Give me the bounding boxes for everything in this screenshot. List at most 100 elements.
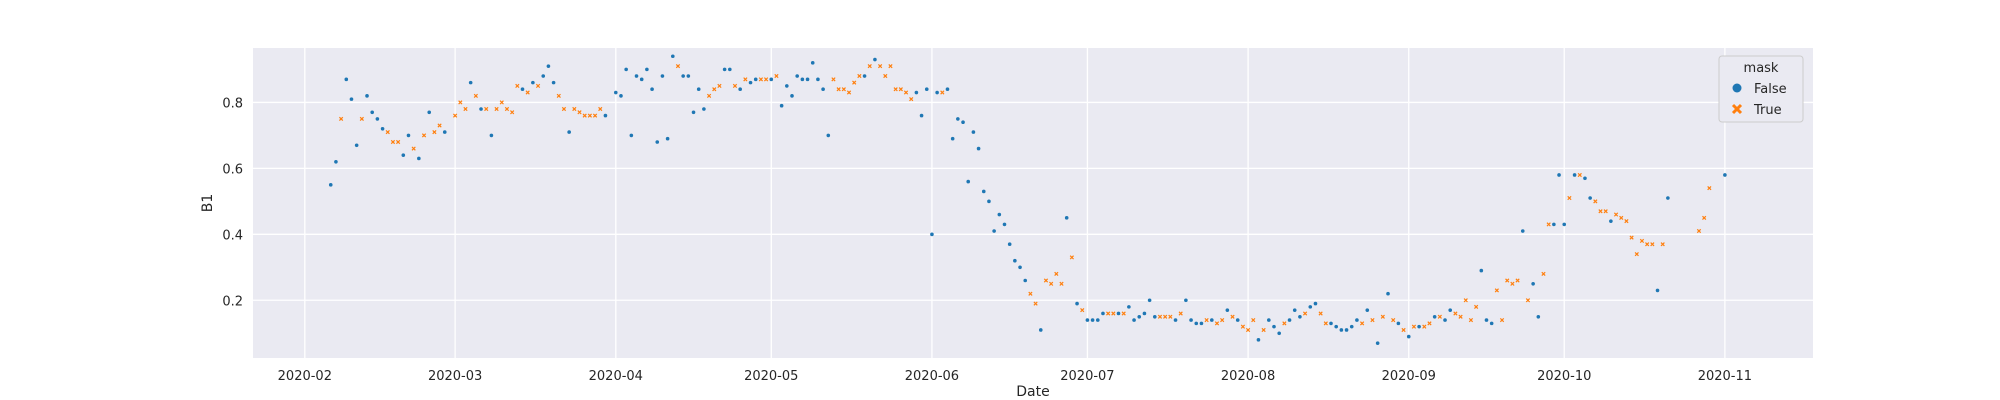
data-point-false <box>1406 334 1411 339</box>
data-point-true <box>592 113 598 118</box>
data-point-false <box>919 113 924 118</box>
data-point-true <box>1453 311 1458 316</box>
data-point-false <box>738 87 742 92</box>
data-point-false <box>1552 222 1556 227</box>
x-tick-label: 2020-07 <box>1060 369 1114 384</box>
data-point-false <box>375 117 380 121</box>
data-point-true <box>587 113 593 118</box>
data-point-true <box>831 77 836 82</box>
x-tick-label: 2020-10 <box>1537 369 1591 384</box>
data-point-true <box>1033 301 1038 306</box>
y-tick-labels: 0.2 0.4 0.6 0.8 <box>222 96 243 309</box>
data-point-false <box>1189 318 1193 322</box>
data-point-false <box>1723 173 1727 177</box>
data-point-false <box>1101 311 1105 316</box>
data-point-true <box>1422 324 1427 329</box>
data-point-false <box>567 130 571 134</box>
data-point-true <box>1494 288 1499 293</box>
legend-label-false: False <box>1754 82 1787 97</box>
data-point-true <box>1080 308 1085 313</box>
data-point-true <box>940 90 945 95</box>
data-point-false <box>810 61 815 65</box>
data-point-true <box>390 139 396 145</box>
data-point-false <box>862 74 867 78</box>
data-point-false <box>551 80 556 85</box>
data-point-true <box>1401 327 1406 333</box>
data-point-false <box>992 229 996 233</box>
y-tick-label: 0.2 <box>222 294 243 309</box>
data-point-false <box>935 90 939 95</box>
data-point-false <box>1609 219 1613 223</box>
legend-label-true: True <box>1753 103 1782 118</box>
data-point-false <box>442 130 447 134</box>
data-point-false <box>1557 173 1561 177</box>
data-point-false <box>1479 268 1484 273</box>
data-point-false <box>1396 321 1401 326</box>
y-tick-label: 0.6 <box>222 162 243 177</box>
data-point-false <box>665 136 670 141</box>
y-axis-label: B1 <box>200 194 216 213</box>
data-point-true <box>774 73 779 79</box>
x-axis-label: Date <box>1016 384 1049 400</box>
data-point-false <box>349 97 354 101</box>
data-point-false <box>1432 314 1437 319</box>
data-point-true <box>1505 278 1510 283</box>
data-point-true <box>1157 314 1163 319</box>
data-point-true <box>893 87 898 92</box>
data-point-false <box>365 94 369 98</box>
data-point-true <box>1645 242 1650 247</box>
data-point-true <box>473 93 478 98</box>
data-point-false <box>406 133 411 138</box>
data-point-true <box>1178 311 1183 316</box>
x-tick-labels: 2020-02 2020-03 2020-04 2020-05 2020-06 2020-… <box>278 369 1752 384</box>
data-point-false <box>671 54 675 59</box>
data-point-true <box>1318 311 1323 316</box>
data-point-true <box>1214 321 1220 326</box>
data-point-false <box>1572 173 1577 177</box>
data-point-true <box>852 80 857 85</box>
data-point-false <box>1655 288 1660 293</box>
data-point-true <box>437 123 442 128</box>
data-point-false <box>790 94 794 98</box>
data-point-false <box>541 74 546 78</box>
data-point-false <box>1531 281 1535 286</box>
data-point-true <box>1427 321 1432 326</box>
data-point-true <box>1458 314 1463 319</box>
data-point-true <box>717 83 722 89</box>
data-point-true <box>510 110 515 115</box>
data-point-true <box>1282 321 1287 326</box>
data-point-true <box>1411 324 1417 329</box>
data-point-true <box>1515 278 1520 283</box>
data-point-true <box>898 87 903 92</box>
data-point-true <box>1059 281 1064 286</box>
data-point-true <box>1049 281 1054 286</box>
data-point-true <box>504 106 510 112</box>
data-point-true <box>1541 271 1546 277</box>
data-point-false <box>650 87 654 92</box>
data-point-false <box>950 136 955 141</box>
data-point-false <box>1173 318 1178 322</box>
data-point-true <box>1629 235 1634 240</box>
data-point-false <box>629 133 634 138</box>
x-tick-label: 2020-04 <box>589 369 643 384</box>
legend: mask False True <box>1718 55 1804 123</box>
data-point-false <box>1152 314 1157 319</box>
data-point-true <box>421 133 427 138</box>
x-tick-label: 2020-08 <box>1221 369 1275 384</box>
data-point-false <box>1489 321 1494 326</box>
data-point-false <box>1225 308 1230 312</box>
data-point-true <box>385 129 390 135</box>
data-point-false <box>1002 222 1007 227</box>
data-point-false <box>1235 318 1240 322</box>
data-point-false <box>976 146 981 151</box>
data-point-true <box>712 87 717 92</box>
data-point-false <box>1417 324 1421 329</box>
data-point-false <box>728 67 732 72</box>
data-point-true <box>1546 222 1551 227</box>
data-point-true <box>1054 271 1059 277</box>
data-point-false <box>1484 318 1489 322</box>
data-point-true <box>867 64 872 69</box>
data-point-false <box>785 84 789 88</box>
data-point-true <box>1240 324 1246 329</box>
data-point-false <box>1064 216 1069 220</box>
